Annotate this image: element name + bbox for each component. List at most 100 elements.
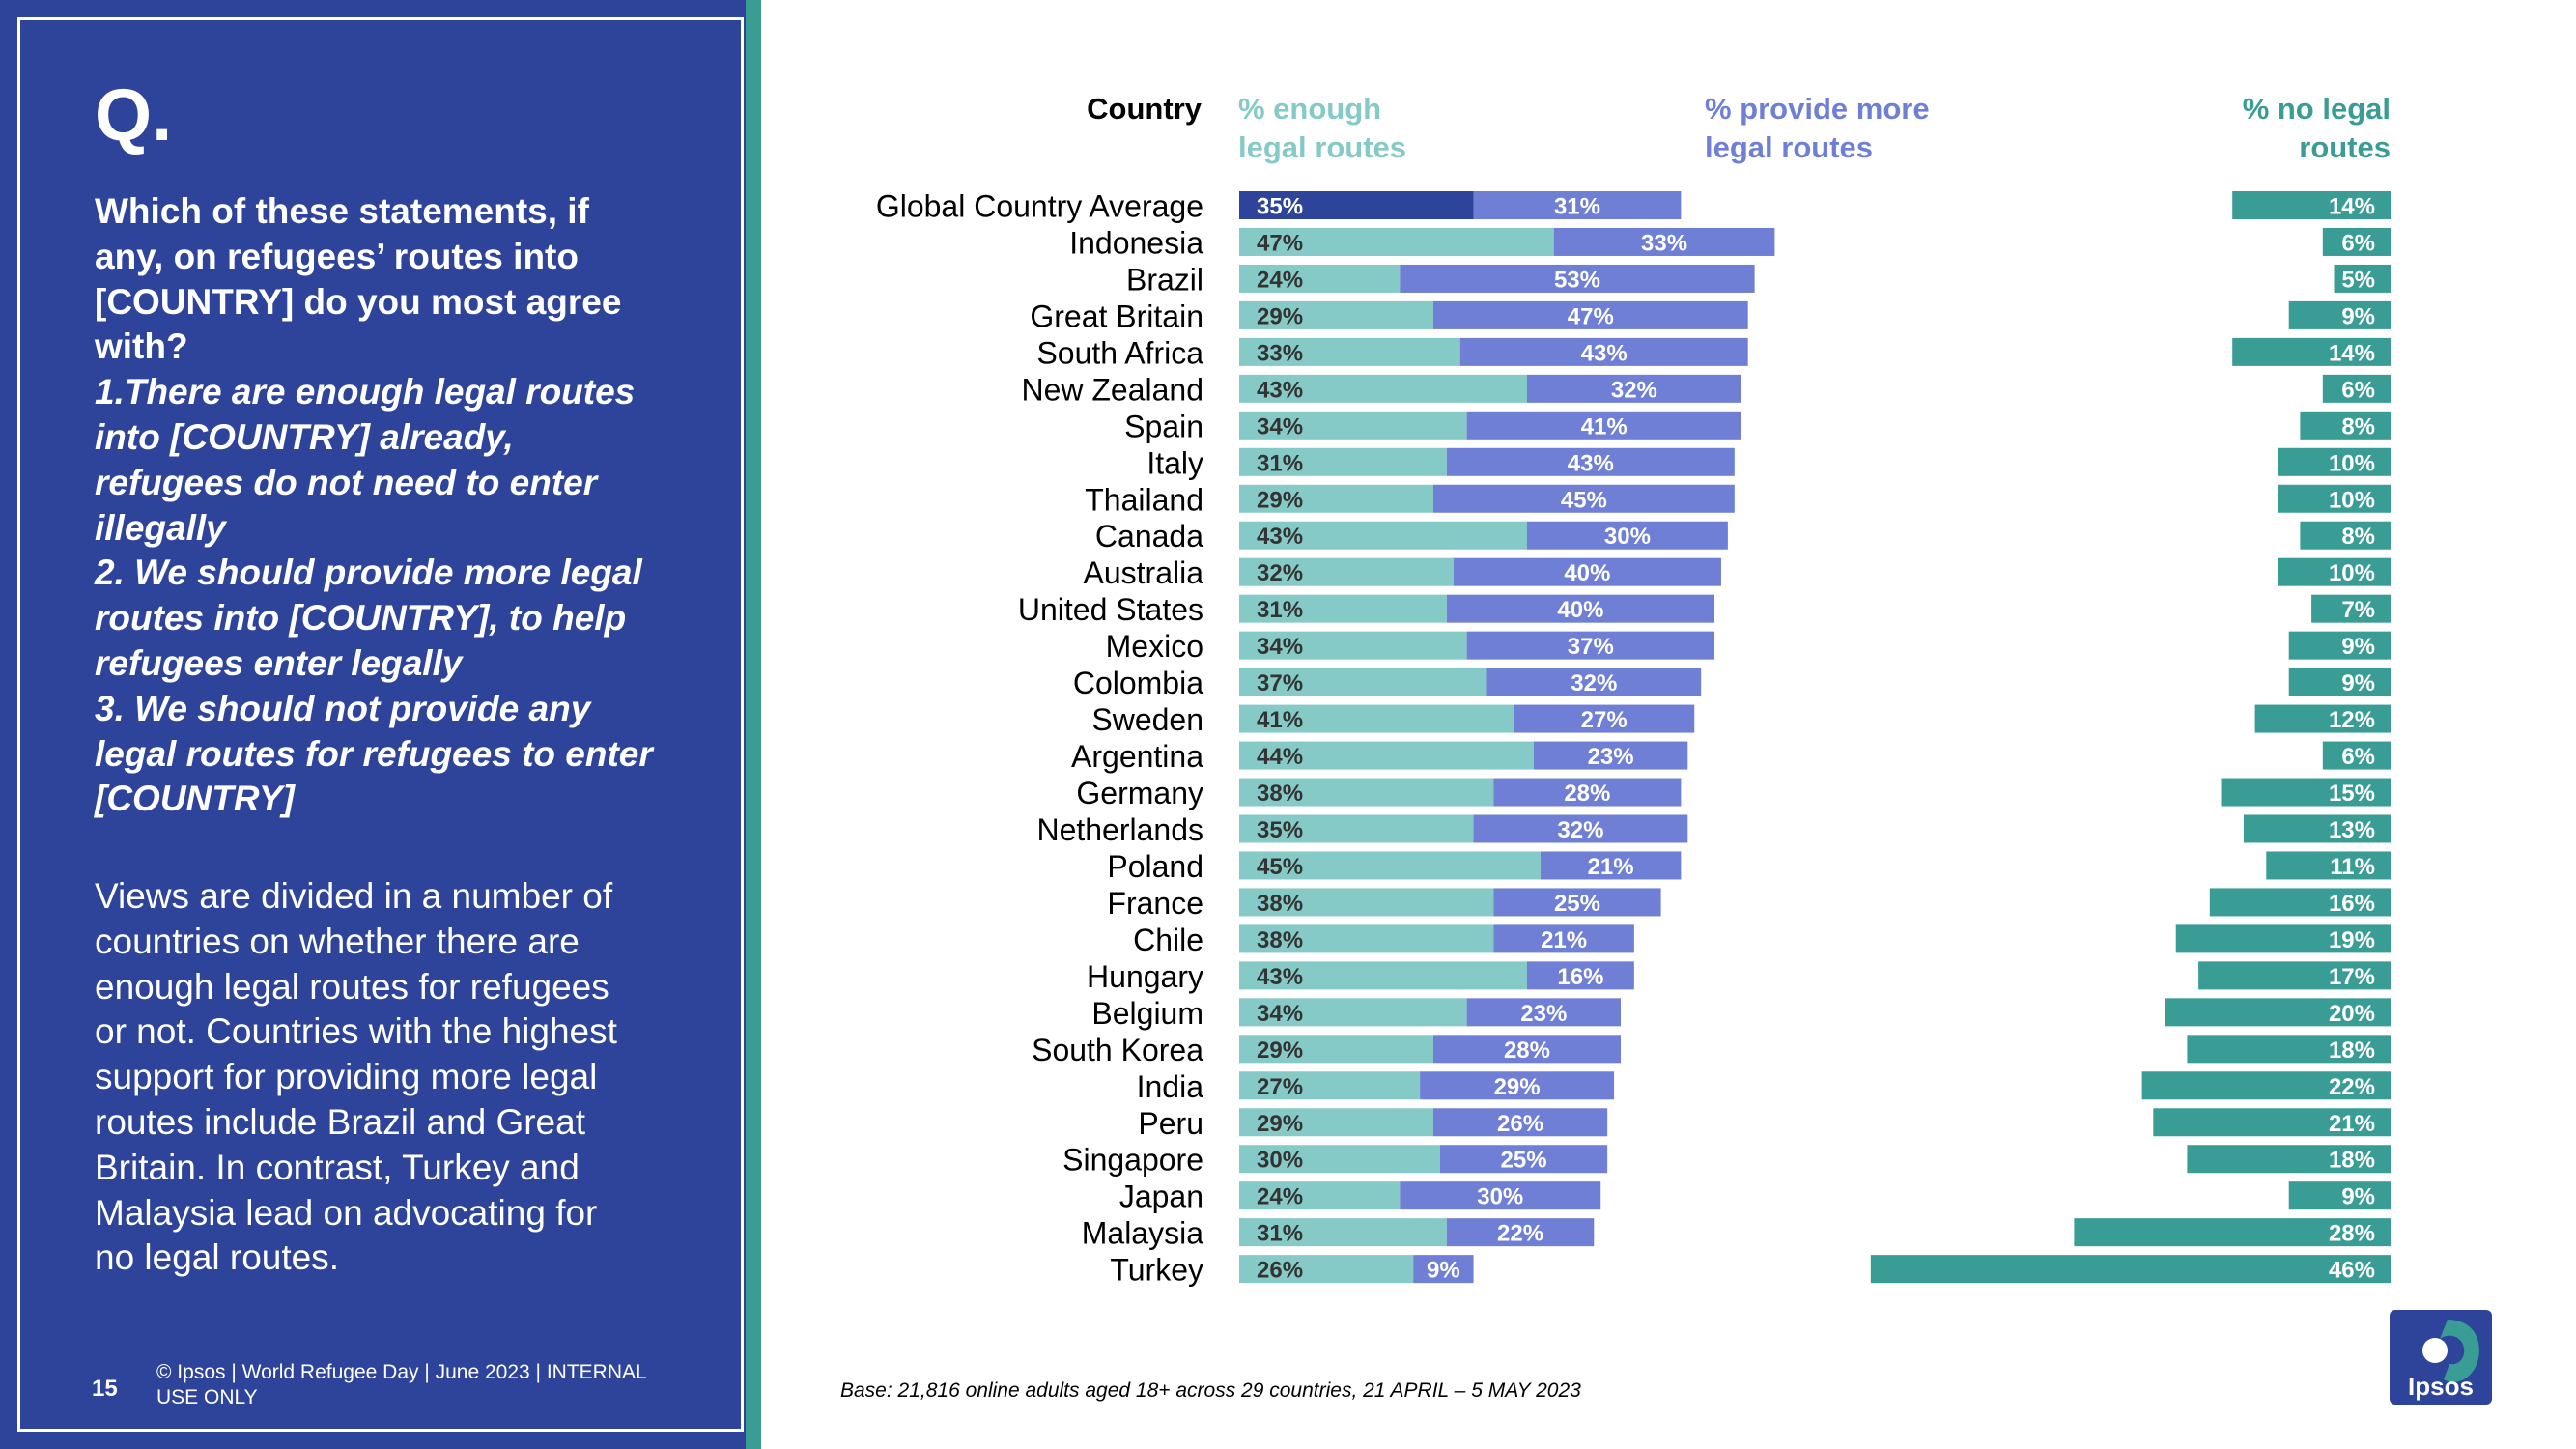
label-more: 27% xyxy=(1581,707,1628,733)
bar-more xyxy=(1486,668,1702,696)
label-enough: 43% xyxy=(1257,964,1303,990)
country-label: India xyxy=(1137,1069,1204,1104)
label-enough: 44% xyxy=(1257,744,1303,770)
bar-enough xyxy=(1239,1108,1433,1137)
country-label: Mexico xyxy=(1106,629,1203,664)
label-enough: 43% xyxy=(1257,377,1303,403)
label-none: 13% xyxy=(2329,817,2375,843)
bar-more xyxy=(1439,1145,1608,1174)
label-enough: 31% xyxy=(1257,450,1303,476)
label-more: 40% xyxy=(1564,560,1610,586)
bar-none xyxy=(2278,447,2391,476)
label-none: 10% xyxy=(2329,450,2375,476)
bar-none xyxy=(2187,1145,2391,1174)
label-enough: 30% xyxy=(1257,1148,1303,1174)
country-label: Netherlands xyxy=(1036,812,1203,847)
bar-enough xyxy=(1239,778,1494,807)
label-none: 6% xyxy=(2341,744,2375,770)
header-enough: % enough legal routes xyxy=(1238,90,1557,167)
label-more: 23% xyxy=(1588,744,1634,770)
bar-more xyxy=(1526,374,1741,403)
country-label: Malaysia xyxy=(1082,1216,1203,1251)
header-none-line: routes xyxy=(2299,130,2391,164)
label-more: 25% xyxy=(1554,891,1600,917)
country-label: Chile xyxy=(1133,923,1203,957)
label-enough: 33% xyxy=(1257,340,1303,366)
bar-more xyxy=(1466,631,1715,660)
label-none: 12% xyxy=(2329,707,2375,733)
label-more: 28% xyxy=(1564,781,1610,807)
label-none: 18% xyxy=(2329,1037,2375,1064)
label-none: 18% xyxy=(2329,1148,2375,1174)
label-none: 14% xyxy=(2329,340,2375,366)
bar-more xyxy=(1400,1181,1601,1210)
header-more: % provide more legal routes xyxy=(1705,90,2024,167)
label-enough: 24% xyxy=(1257,267,1303,293)
country-label: Japan xyxy=(1119,1179,1203,1214)
option-line: 2. We should provide more legal xyxy=(95,553,642,593)
question-line: Which of these statements, if xyxy=(95,191,589,231)
label-none: 8% xyxy=(2341,524,2375,550)
bar-none xyxy=(2278,557,2391,586)
bar-none xyxy=(2254,704,2391,733)
label-enough: 41% xyxy=(1257,707,1303,733)
label-none: 10% xyxy=(2329,560,2375,586)
label-more: 22% xyxy=(1497,1221,1543,1247)
bar-enough xyxy=(1239,1218,1447,1247)
bar-enough xyxy=(1239,264,1401,293)
bar-more xyxy=(1466,411,1741,440)
bar-more xyxy=(1526,521,1728,550)
label-more: 25% xyxy=(1501,1148,1547,1174)
label-enough: 34% xyxy=(1257,1001,1303,1027)
label-enough: 34% xyxy=(1257,413,1303,440)
bar-none xyxy=(2288,300,2391,329)
bar-none xyxy=(2266,851,2391,880)
label-enough: 29% xyxy=(1257,303,1303,329)
bar-none xyxy=(2300,521,2391,550)
bar-none xyxy=(2288,631,2391,660)
question-line: with? xyxy=(95,327,188,367)
country-label: Australia xyxy=(1084,555,1204,590)
country-label: Belgium xyxy=(1091,996,1203,1031)
label-more: 45% xyxy=(1561,487,1607,513)
copyright-line: © Ipsos | World Refugee Day | June 2023 … xyxy=(156,1361,647,1383)
label-enough: 29% xyxy=(1257,1037,1303,1064)
label-more: 32% xyxy=(1611,377,1657,403)
label-more: 41% xyxy=(1581,413,1628,440)
bar-none xyxy=(2300,411,2391,440)
bar-enough xyxy=(1239,888,1494,917)
bar-more xyxy=(1493,888,1661,917)
label-more: 21% xyxy=(1588,854,1634,880)
bar-enough xyxy=(1239,374,1527,403)
label-none: 21% xyxy=(2329,1111,2375,1137)
bar-none xyxy=(2165,998,2391,1027)
bar-enough xyxy=(1239,411,1467,440)
label-enough: 32% xyxy=(1257,560,1303,586)
bar-enough xyxy=(1239,227,1554,256)
label-enough: 43% xyxy=(1257,524,1303,550)
label-none: 11% xyxy=(2330,854,2375,880)
option-line: illegally xyxy=(95,507,226,548)
bar-enough xyxy=(1239,521,1527,550)
header-none: % no legal routes xyxy=(2086,90,2391,167)
bar-more xyxy=(1446,1218,1595,1247)
bar-none xyxy=(2278,484,2391,513)
accent-strip xyxy=(746,0,761,1449)
label-more: 33% xyxy=(1641,230,1687,256)
header-enough-line: % enough xyxy=(1238,92,1382,126)
country-label: South Korea xyxy=(1032,1033,1203,1067)
left-panel xyxy=(0,0,759,1449)
bar-more xyxy=(1453,557,1721,586)
option-line: 3. We should not provide any xyxy=(95,688,591,728)
option-line: legal routes for refugees to enter xyxy=(95,733,653,774)
label-enough: 38% xyxy=(1257,891,1303,917)
bar-more xyxy=(1466,998,1622,1027)
bar-none xyxy=(2187,1035,2391,1064)
bar-none xyxy=(2334,264,2391,293)
bar-more xyxy=(1446,447,1735,476)
label-more: 30% xyxy=(1604,524,1651,550)
label-enough: 35% xyxy=(1257,817,1303,843)
label-none: 7% xyxy=(2341,597,2375,623)
option-line: refugees do not need to enter xyxy=(95,462,598,502)
bar-none xyxy=(1870,1255,2391,1284)
